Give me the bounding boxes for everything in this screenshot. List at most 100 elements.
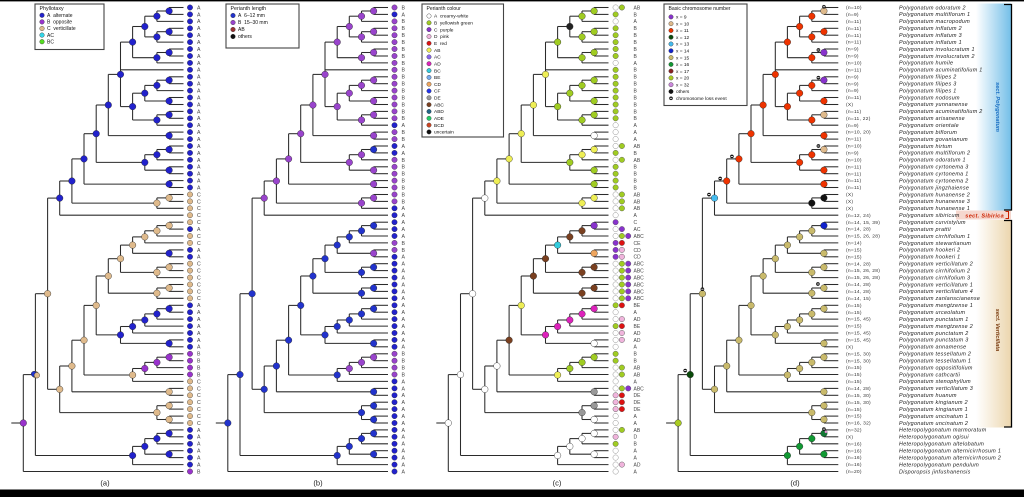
svg-text:x = 9: x = 9: [676, 15, 687, 21]
svg-text:C: C: [197, 276, 201, 282]
svg-text:(n=15): (n=15): [846, 372, 862, 378]
svg-text:Phyllotaxy: Phyllotaxy: [40, 6, 64, 12]
svg-text:B: B: [634, 151, 638, 157]
svg-text:Polygonatum cyrtonema 2: Polygonatum cyrtonema 2: [899, 178, 969, 184]
svg-text:A: A: [634, 469, 638, 475]
svg-text:(n=14, 28): (n=14, 28): [846, 227, 871, 233]
svg-text:C: C: [197, 262, 201, 268]
svg-text:A: A: [197, 137, 201, 143]
svg-text:(X): (X): [846, 199, 853, 205]
svg-text:x = 17: x = 17: [676, 69, 690, 75]
svg-text:A: A: [402, 421, 406, 427]
svg-text:Polygonatum sibiricum: Polygonatum sibiricum: [899, 213, 960, 219]
svg-text:A creamy-white: A creamy-white: [434, 14, 469, 20]
svg-text:(n=15, 45): (n=15, 45): [846, 338, 871, 344]
svg-text:A: A: [634, 421, 638, 427]
svg-text:A: A: [402, 442, 406, 448]
svg-text:B: B: [634, 172, 638, 178]
svg-text:Polygonatum humile: Polygonatum humile: [899, 61, 953, 67]
svg-text:B: B: [197, 352, 201, 358]
svg-text:(n=11): (n=11): [846, 171, 862, 177]
svg-text:DE: DE: [634, 393, 642, 399]
svg-text:A: A: [634, 19, 638, 25]
svg-text:(n=9): (n=9): [846, 88, 859, 94]
svg-text:CD: CD: [634, 248, 642, 254]
svg-text:(n=9): (n=9): [846, 54, 859, 60]
svg-text:B: B: [402, 95, 406, 101]
svg-text:A: A: [197, 172, 201, 178]
svg-text:Polygonatum odoratum 2: Polygonatum odoratum 2: [899, 5, 966, 11]
svg-text:A: A: [197, 144, 201, 150]
svg-text:B: B: [634, 116, 638, 122]
svg-text:Polygonatum zanlanscianense: Polygonatum zanlanscianense: [899, 296, 980, 302]
svg-text:(n=14, 28): (n=14, 28): [846, 289, 871, 295]
svg-text:A: A: [402, 435, 406, 441]
svg-text:AD: AD: [634, 317, 641, 323]
svg-text:AB: AB: [634, 366, 641, 372]
svg-text:C: C: [197, 400, 201, 406]
svg-text:B: B: [402, 33, 406, 39]
svg-text:(n=10): (n=10): [846, 5, 862, 11]
svg-text:others: others: [238, 34, 252, 40]
svg-text:(n=10): (n=10): [846, 157, 862, 163]
svg-text:ABC: ABC: [634, 282, 645, 288]
svg-text:A: A: [197, 5, 201, 11]
svg-text:Polygonatum kingianum 2: Polygonatum kingianum 2: [899, 400, 968, 406]
svg-text:AB: AB: [634, 5, 641, 11]
svg-text:(n=9): (n=9): [846, 74, 859, 80]
svg-text:B: B: [402, 54, 406, 60]
svg-text:Polygonatum oppositifolium: Polygonatum oppositifolium: [899, 365, 973, 371]
svg-text:BC: BC: [434, 68, 441, 74]
svg-text:BE: BE: [434, 75, 440, 81]
svg-text:D: D: [634, 435, 638, 441]
svg-text:Perianth colour: Perianth colour: [427, 6, 462, 12]
svg-text:(X): (X): [846, 344, 853, 350]
svg-text:(n=10): (n=10): [846, 61, 862, 67]
svg-text:Polygonatum punctatum 3: Polygonatum punctatum 3: [899, 338, 969, 344]
svg-text:A: A: [402, 428, 406, 434]
svg-text:C: C: [197, 393, 201, 399]
svg-text:(n=15, 26, 28): (n=15, 26, 28): [846, 234, 880, 240]
svg-text:(n=15, 26, 28): (n=15, 26, 28): [846, 275, 880, 281]
svg-text:B: B: [402, 248, 406, 254]
svg-text:Polygonatum nodosum: Polygonatum nodosum: [899, 95, 960, 101]
svg-text:B: B: [402, 165, 406, 171]
svg-text:A: A: [402, 407, 406, 413]
svg-text:A: A: [197, 26, 201, 32]
svg-text:A: A: [402, 469, 406, 475]
svg-text:A: A: [634, 414, 638, 420]
svg-text:(n=16): (n=16): [846, 441, 862, 447]
svg-text:A: A: [197, 130, 201, 136]
svg-text:B: B: [634, 185, 638, 191]
svg-text:Polygonatum inflatum 2: Polygonatum inflatum 2: [899, 26, 962, 32]
svg-text:ADE: ADE: [434, 116, 444, 122]
svg-text:A: A: [402, 386, 406, 392]
svg-text:(n=11): (n=11): [846, 185, 862, 191]
svg-text:A 6–12 mm: A 6–12 mm: [238, 13, 265, 19]
svg-text:Polygonatum cyrtonema 3: Polygonatum cyrtonema 3: [899, 165, 969, 171]
svg-text:uncertain: uncertain: [434, 130, 454, 136]
svg-text:sect. Polygonatum: sect. Polygonatum: [994, 82, 1000, 132]
svg-text:A: A: [634, 379, 638, 385]
svg-text:A: A: [634, 345, 638, 351]
svg-text:A: A: [402, 234, 406, 240]
svg-text:B: B: [402, 61, 406, 67]
svg-text:(X): (X): [846, 192, 853, 198]
svg-text:BE: BE: [634, 303, 641, 309]
svg-text:Polygonatum cirrhifolium 1: Polygonatum cirrhifolium 1: [899, 234, 970, 240]
svg-text:(n=15, 30): (n=15, 30): [846, 393, 871, 399]
svg-text:A: A: [197, 151, 201, 157]
svg-text:(n=15, 45): (n=15, 45): [846, 331, 871, 337]
svg-text:B: B: [402, 5, 406, 11]
svg-text:Polygonatum cirrhifolium 2: Polygonatum cirrhifolium 2: [899, 268, 970, 274]
svg-text:A: A: [197, 303, 201, 309]
svg-text:AC: AC: [47, 33, 54, 39]
svg-text:B: B: [634, 165, 638, 171]
svg-text:C verticillate: C verticillate: [47, 26, 76, 32]
svg-text:A: A: [402, 345, 406, 351]
svg-text:(n=14): (n=14): [846, 241, 862, 247]
svg-text:(n=15): (n=15): [846, 365, 862, 371]
svg-text:Polygonatum inflatum 1: Polygonatum inflatum 1: [899, 40, 962, 46]
svg-text:(n=15, 30): (n=15, 30): [846, 358, 871, 364]
svg-text:A: A: [402, 227, 406, 233]
